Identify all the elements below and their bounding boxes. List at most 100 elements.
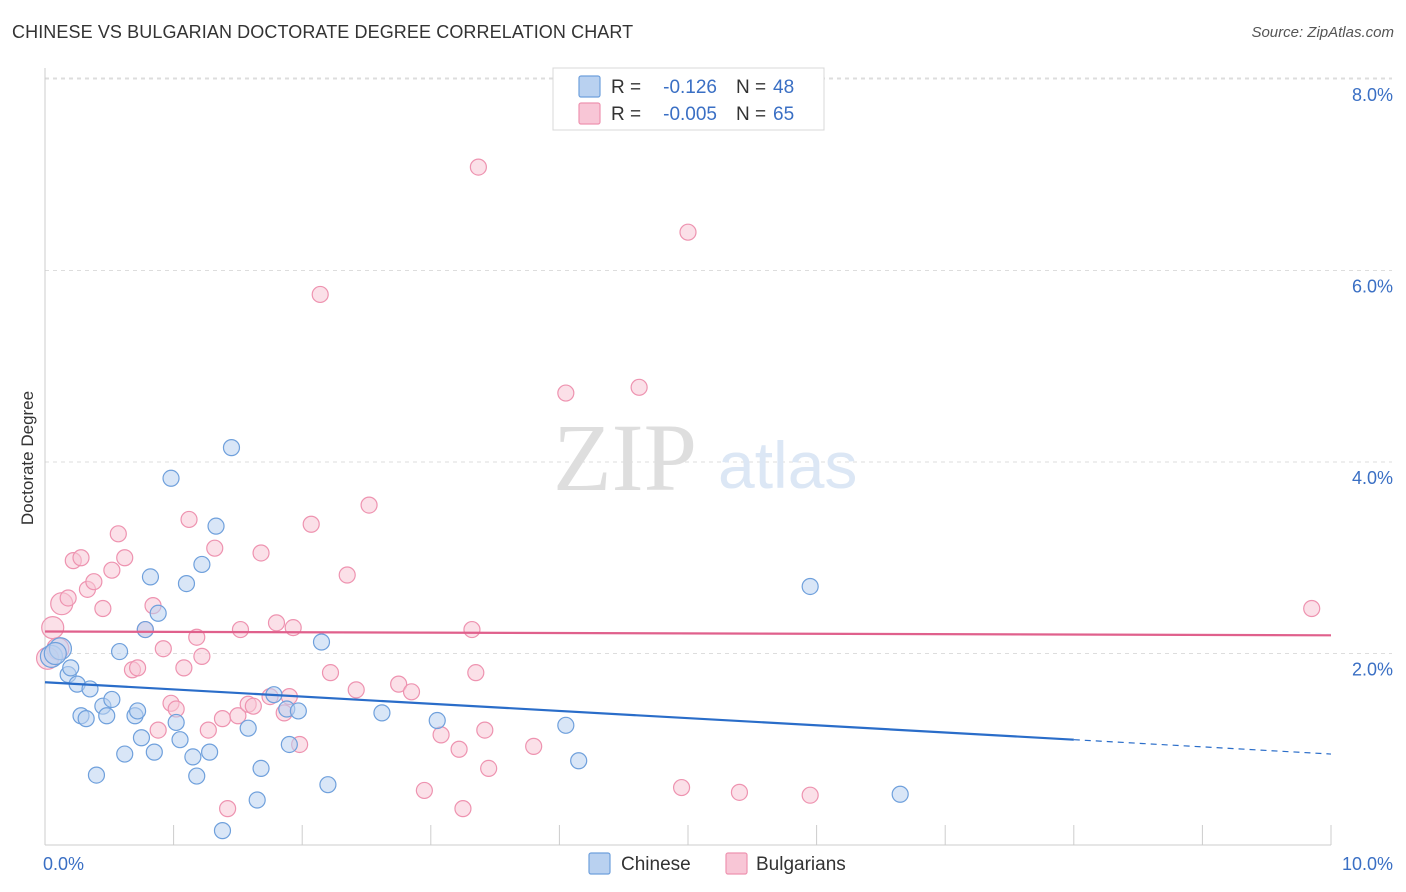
bulgarians-r-label: R = (611, 104, 641, 125)
x-tick-label-max: 10.0% (1342, 854, 1393, 874)
bulgarians-series-swatch (725, 852, 748, 875)
x-tick-label-min: 0.0% (43, 854, 84, 874)
bulgarians-point (231, 620, 250, 639)
chinese-series-swatch (588, 852, 611, 875)
bulgarians-point (252, 544, 270, 562)
chinese-point (193, 555, 211, 574)
bulgarians-point (94, 599, 112, 618)
chinese-point (167, 713, 185, 732)
bulgarians-point (244, 697, 262, 715)
chinese-point (145, 743, 163, 761)
chinese-point (891, 785, 909, 803)
chinese-point (87, 766, 106, 784)
bulgarians-point (679, 223, 697, 241)
chinese-point (103, 690, 121, 709)
bulgarians-point (467, 664, 485, 682)
bulgarians-point (175, 659, 193, 677)
y-axis-label: Doctorate Degree (18, 391, 37, 525)
chinese-legend-swatch (578, 75, 601, 98)
chinese-r-label: R = (611, 77, 641, 98)
y-tick-labels: 2.0% 4.0% 6.0% 8.0% (1352, 85, 1393, 680)
chinese-point (141, 568, 160, 586)
y-tick-label: 2.0% (1352, 660, 1393, 680)
bulgarians-point (525, 737, 543, 755)
watermark: ZIP atlas (553, 404, 857, 511)
bulgarians-point (338, 566, 356, 584)
bulgarians-point (59, 589, 77, 607)
chinese-n-value: 48 (773, 77, 794, 98)
bulgarians-n-label: N = (736, 104, 766, 125)
chinese-point (110, 642, 129, 661)
bulgarians-point (188, 628, 206, 646)
bulgarians-point (302, 515, 320, 533)
chinese-point (136, 620, 154, 639)
chinese-point (162, 469, 180, 487)
bulgarians-point (219, 800, 237, 818)
y-tick-label: 4.0% (1352, 468, 1393, 488)
bulgarians-point (801, 786, 819, 804)
bulgarians-point (463, 620, 481, 639)
bulgarians-point (469, 158, 487, 176)
bulgarians-n-value: 65 (773, 104, 794, 125)
chinese-n-label: N = (736, 77, 766, 98)
chinese-point (171, 731, 189, 749)
chinese-point (289, 702, 307, 720)
bulgarians-point (180, 510, 198, 529)
bulgarians-point (149, 721, 167, 739)
bulgarians-point (109, 525, 127, 543)
bulgarians-point (402, 683, 421, 701)
bulgarians-point (730, 783, 749, 801)
chinese-point (280, 735, 298, 754)
watermark-zip: ZIP (553, 404, 697, 511)
y-tick-label: 8.0% (1352, 85, 1393, 105)
chinese-point (116, 745, 134, 763)
chinese-point (428, 711, 446, 730)
chinese-point (239, 719, 257, 737)
source-credit: Source: ZipAtlas.com (1251, 24, 1394, 41)
chinese-point (252, 759, 270, 778)
trend-lines (44, 630, 1332, 755)
chinese-point (373, 704, 391, 722)
bulgarians-point (450, 740, 468, 758)
bulgarians-point (476, 721, 494, 739)
x-tick-labels: 0.0% 10.0% (43, 854, 1393, 874)
bulgarians-trend-line (44, 630, 1332, 637)
bulgarians-point (72, 549, 90, 567)
bulgarians-legend-swatch (578, 102, 601, 125)
bulgarians-point (480, 759, 498, 778)
chart-title: CHINESE VS BULGARIAN DOCTORATE DEGREE CO… (12, 22, 634, 42)
bulgarians-point (116, 549, 134, 567)
bulgarians-point (103, 561, 121, 579)
chinese-point (557, 716, 575, 734)
chinese-trend-extension (1073, 739, 1332, 755)
data-points (35, 158, 1321, 840)
bulgarians-point (206, 539, 224, 557)
chinese-trend-line (44, 681, 1074, 741)
bulgarians-point (557, 384, 575, 402)
bulgarians-point (672, 778, 691, 797)
bulgarians-point (128, 659, 147, 677)
chinese-point (177, 575, 196, 593)
bulgarians-point (213, 710, 232, 728)
chinese-point (312, 633, 331, 651)
bulgarians-point (85, 573, 103, 591)
chinese-point (132, 729, 151, 747)
bulgarians-point (454, 800, 472, 818)
chinese-point (62, 659, 80, 677)
chinese-point (184, 748, 202, 766)
bulgarians-point (432, 726, 450, 744)
bulgarians-point (321, 664, 340, 682)
chinese-point (188, 767, 206, 785)
chinese-point (570, 752, 588, 770)
bulgarians-point (311, 285, 329, 304)
bulgarians-point (630, 378, 648, 396)
bulgarians-point (1303, 599, 1321, 618)
bulgarians-point (229, 707, 247, 725)
chinese-point (77, 710, 95, 728)
chinese-point (207, 517, 225, 535)
bulgarians-r-value: -0.005 (663, 104, 717, 125)
y-tick-label: 6.0% (1352, 277, 1393, 297)
bulgarians-point (199, 721, 217, 739)
chinese-point (128, 702, 147, 720)
